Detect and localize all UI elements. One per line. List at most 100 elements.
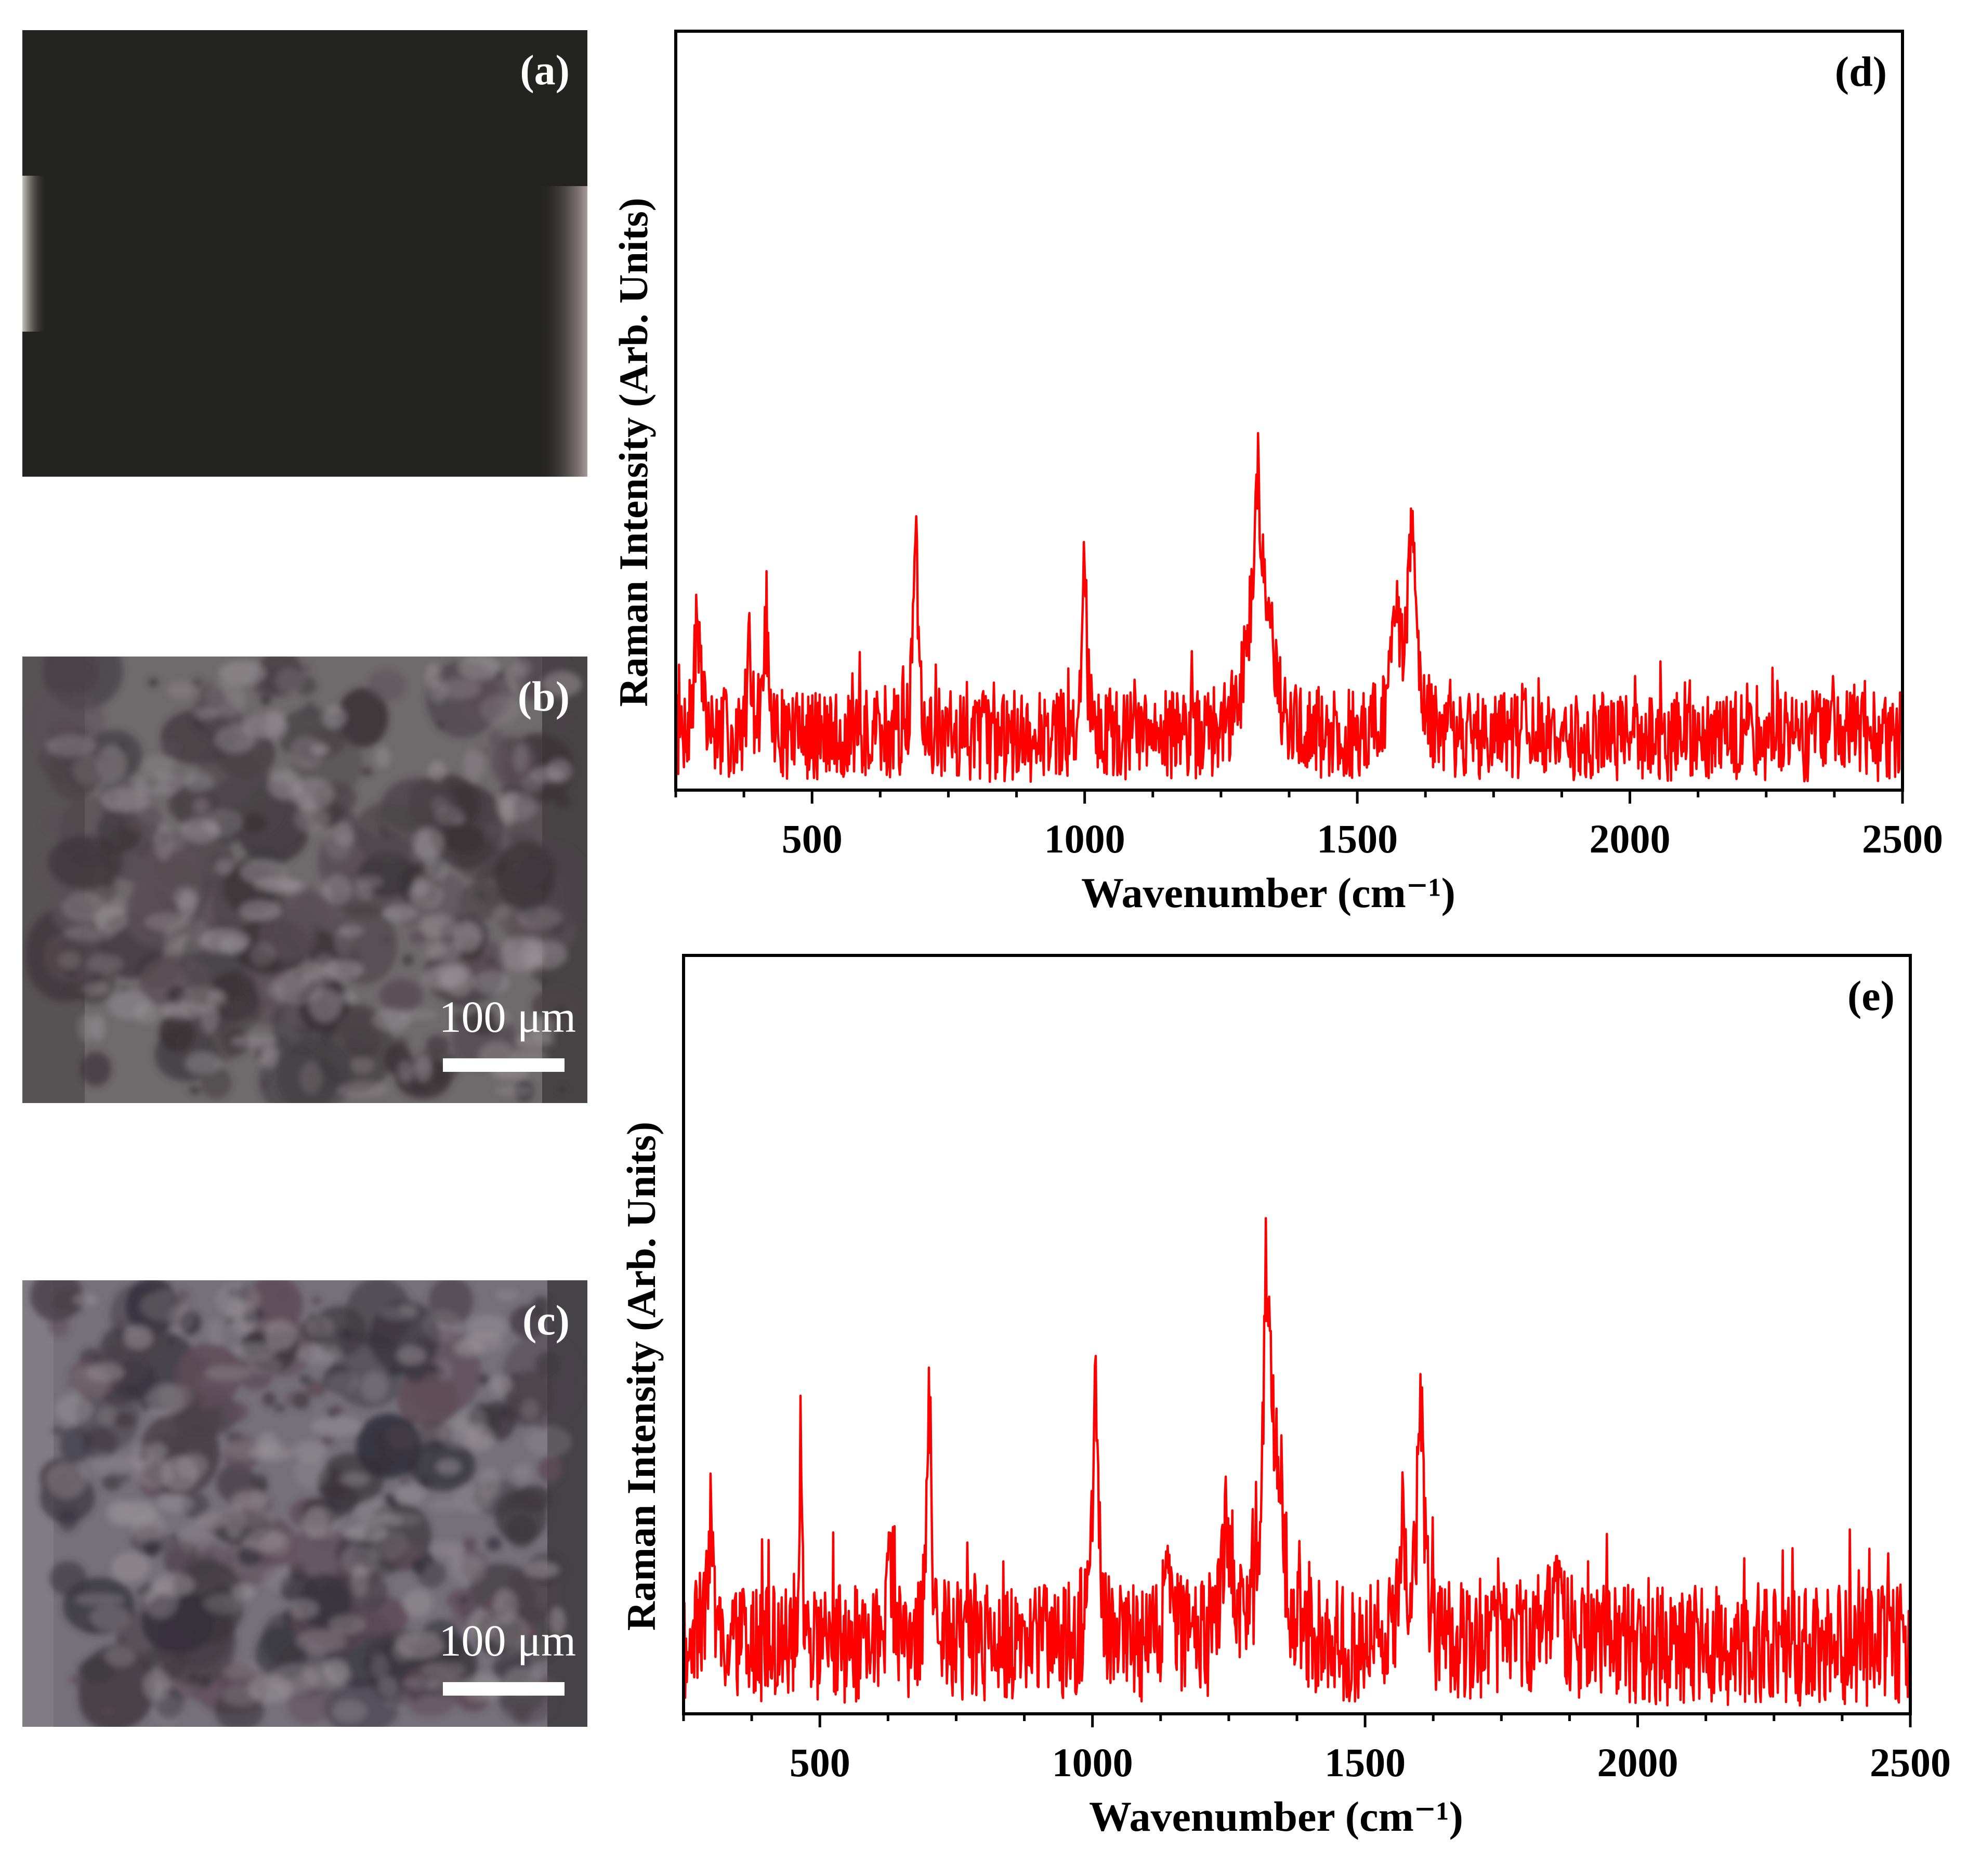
surface-spot [395, 1559, 405, 1568]
surface-spot [48, 835, 123, 889]
surface-spot [73, 982, 84, 994]
surface-highlight [479, 694, 521, 725]
surface-spot [402, 954, 414, 966]
surface-highlight [322, 875, 352, 905]
raman-chart-d: 500 1000 1500 2000 2500 Wavenumber (cm⁻¹) Rama… [611, 30, 1943, 916]
raman-spectrum-line [682, 1217, 1912, 1707]
surface-highlight [371, 1654, 389, 1680]
surface-highlight [391, 1643, 413, 1662]
surface-highlight [275, 668, 304, 694]
surface-highlight [351, 1056, 374, 1073]
surface-spot [102, 1474, 122, 1491]
surface-highlight [311, 1416, 362, 1436]
x-tick-label: 2500 [1862, 816, 1943, 861]
surface-spot [355, 802, 420, 862]
surface-highlight [400, 1009, 438, 1020]
surface-highlight [207, 990, 224, 1003]
x-axis-label: Wavenumber (cm⁻¹) [1081, 869, 1455, 916]
surface-spot [189, 1672, 199, 1682]
surface-spot [506, 1515, 537, 1548]
surface-highlight [45, 735, 96, 757]
scale-bar-text-b: 100 μm [439, 992, 576, 1042]
surface-highlight [322, 705, 347, 729]
surface-highlight [439, 678, 481, 699]
surface-highlight [479, 1467, 500, 1498]
x-tick-label: 1500 [1324, 1740, 1406, 1785]
surface-highlight [295, 1630, 346, 1653]
surface-highlight [180, 818, 220, 843]
surface-spot [287, 1686, 332, 1725]
surface-highlight [111, 1552, 150, 1582]
surface-spot [553, 715, 572, 729]
surface-highlight [385, 1694, 413, 1708]
surface-highlight [542, 671, 582, 697]
micrograph-a: (a) [22, 30, 587, 477]
scale-bar-c [443, 1682, 565, 1696]
panel-label-a: (a) [520, 46, 570, 94]
surface-highlight [218, 661, 266, 686]
surface-spot [201, 1067, 231, 1099]
surface-highlight [58, 951, 81, 969]
surface-spot [513, 1703, 531, 1725]
surface-highlight [268, 770, 303, 799]
micrograph-c-image [22, 1280, 587, 1727]
surface-highlight [355, 882, 374, 901]
surface-spot [538, 884, 547, 891]
surface-highlight [186, 1052, 220, 1074]
surface-highlight [75, 1594, 125, 1606]
surface-spot [476, 893, 485, 899]
surface-spot [44, 657, 100, 697]
surface-highlight [436, 1360, 452, 1381]
surface-highlight [290, 736, 324, 769]
surface-highlight [69, 1365, 110, 1400]
x-tick-label: 1000 [1052, 1740, 1133, 1785]
x-tick-label: 500 [782, 816, 843, 861]
surface-highlight [463, 747, 485, 781]
surface-highlight [377, 1676, 398, 1697]
surface-highlight [215, 1282, 260, 1317]
surface-highlight [203, 1594, 245, 1614]
surface-highlight [265, 709, 287, 742]
surface-spot [167, 791, 193, 818]
surface-spot [538, 1455, 562, 1483]
surface-spot [397, 1372, 459, 1427]
surface-highlight [131, 1512, 166, 1542]
surface-spot [423, 1552, 434, 1565]
surface-highlight [167, 1303, 194, 1332]
surface-highlight [101, 788, 151, 812]
surface-highlight [299, 1061, 323, 1094]
surface-spot [300, 664, 311, 673]
y-axis-label: Raman Intensity (Arb. Units) [619, 1122, 664, 1631]
surface-highlight [489, 1375, 513, 1395]
surface-highlight [160, 1001, 206, 1019]
x-tick-label: 1500 [1317, 816, 1398, 861]
surface-highlight [493, 904, 508, 919]
surface-spot [384, 1426, 416, 1450]
surface-spot [555, 794, 571, 808]
surface-highlight [367, 1513, 403, 1528]
surface-highlight [339, 991, 357, 1004]
x-tick-label: 2000 [1590, 816, 1671, 861]
surface-spot [463, 1537, 477, 1552]
surface-highlight [341, 1545, 379, 1576]
surface-highlight [93, 1453, 112, 1475]
surface-spot [241, 814, 267, 833]
surface-highlight [436, 1459, 461, 1475]
surface-highlight [55, 1394, 93, 1424]
surface-spot [184, 957, 195, 969]
surface-highlight [204, 681, 246, 717]
surface-highlight [288, 1599, 319, 1619]
surface-highlight [397, 1346, 426, 1365]
surface-highlight [179, 1521, 211, 1556]
surface-highlight [242, 1507, 274, 1532]
surface-highlight [513, 744, 529, 772]
surface-highlight [293, 1440, 327, 1462]
scale-bar-text-c: 100 μm [439, 1616, 576, 1665]
surface-spot [331, 1405, 344, 1416]
surface-highlight [383, 904, 418, 922]
surface-highlight [168, 833, 185, 852]
surface-highlight [337, 1082, 388, 1098]
surface-spot [382, 937, 391, 943]
surface-spot [213, 970, 258, 1022]
